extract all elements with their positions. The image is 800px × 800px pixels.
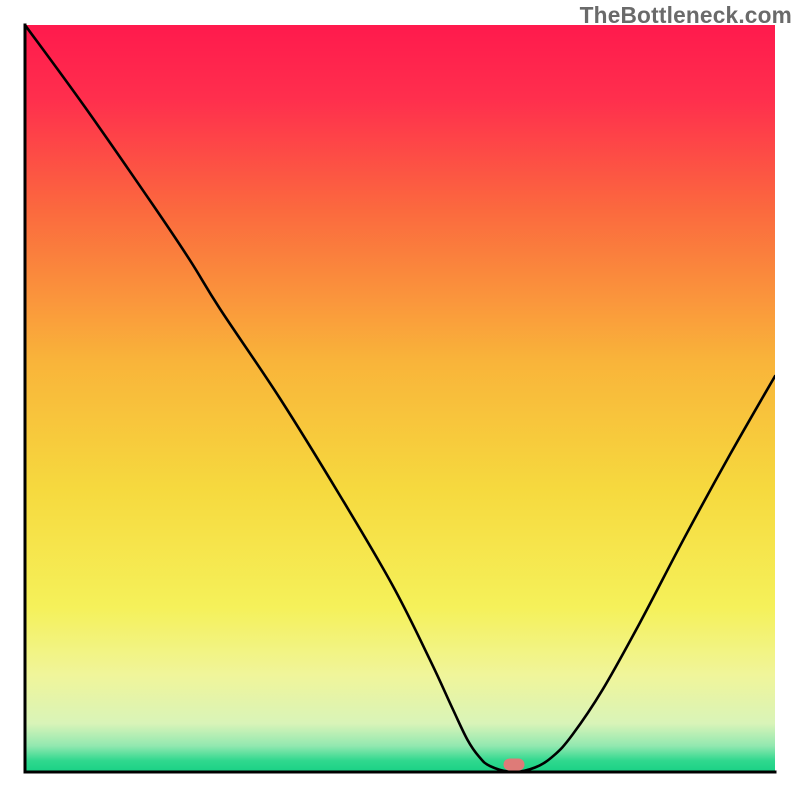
bottleneck-chart xyxy=(0,0,800,800)
optimal-marker xyxy=(504,759,525,771)
watermark-text: TheBottleneck.com xyxy=(580,2,792,29)
chart-canvas: TheBottleneck.com xyxy=(0,0,800,800)
gradient-background xyxy=(25,25,775,772)
